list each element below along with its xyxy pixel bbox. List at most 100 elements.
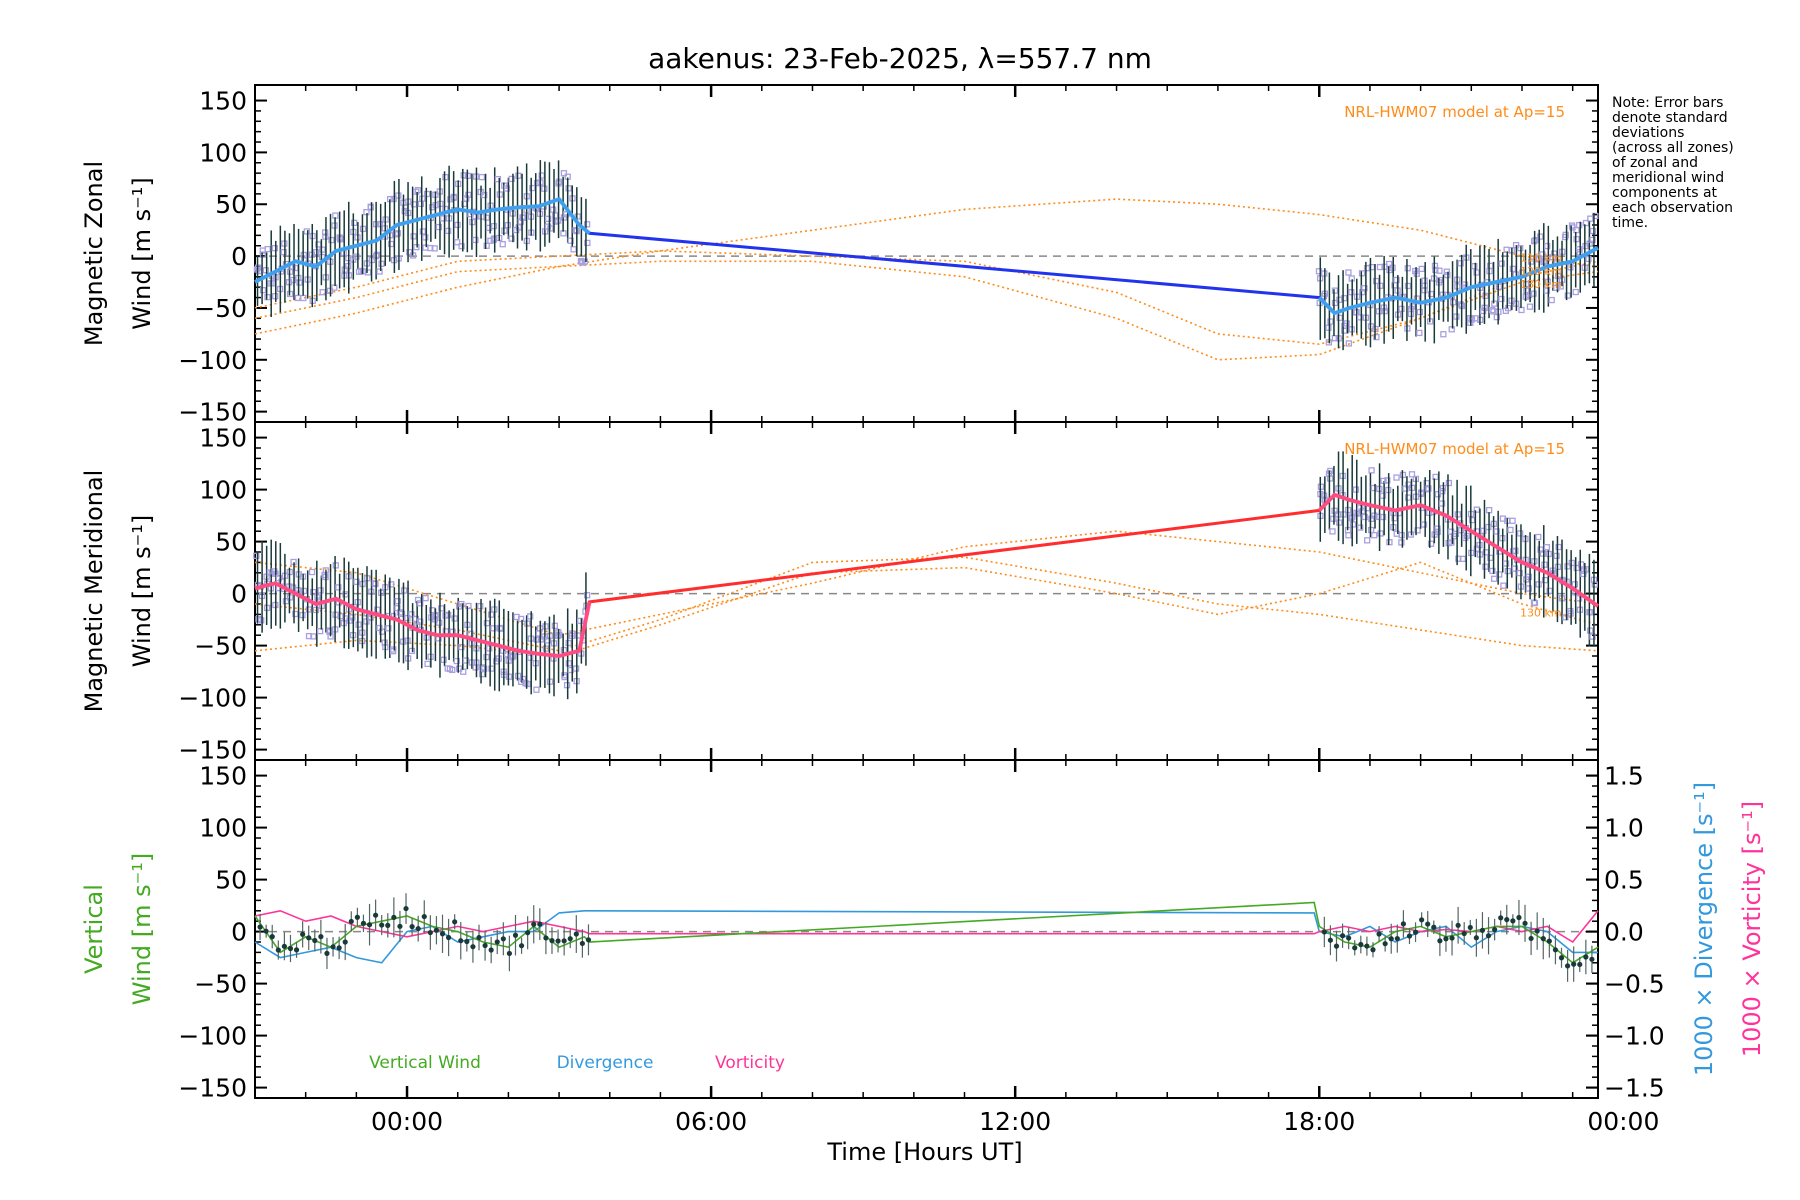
scatter-point-meridional (1517, 530, 1524, 537)
vertical-wind-point (300, 931, 306, 937)
y-tick-label-vertical: 100 (199, 814, 247, 843)
vertical-wind-point (1358, 941, 1364, 948)
scatter-point-zonal (1393, 276, 1400, 284)
scatter-point-meridional (1427, 540, 1435, 547)
vertical-wind-point (585, 937, 592, 943)
scatter-point-meridional (394, 598, 401, 605)
vertical-wind-point (409, 924, 415, 930)
vertical-wind-point (1352, 945, 1358, 951)
vertical-wind-point (421, 913, 427, 920)
vertical-wind-point (549, 938, 555, 944)
scatter-point-zonal (584, 239, 591, 247)
vertical-wind-point (342, 939, 348, 945)
scatter-point-zonal (303, 228, 310, 235)
vertical-wind-point (1577, 961, 1583, 968)
scatter-point-zonal (1443, 268, 1450, 275)
scatter-point-meridional (388, 581, 395, 588)
scatter-point-zonal (1404, 265, 1411, 272)
scatter-point-meridional (253, 552, 260, 559)
scatter-point-meridional (1329, 528, 1336, 535)
vertical-wind-point (287, 945, 294, 952)
vertical-wind-point (415, 926, 421, 932)
y-axis-label-line2-vertical: Wind [m s⁻¹] (128, 853, 156, 1005)
scatter-point-zonal (515, 172, 522, 179)
scatter-point-zonal (472, 236, 479, 244)
vertical-wind-point (1461, 930, 1467, 937)
scatter-point-zonal (478, 173, 486, 181)
wind-mean-line-seg1-meridional (254, 581, 592, 659)
scatter-point-zonal (544, 215, 552, 222)
note-line: of zonal and (1612, 155, 1698, 171)
scatter-point-meridional (1516, 569, 1523, 577)
vertical-wind-point (1510, 918, 1516, 924)
right-y-tick-label: 0.0 (1604, 918, 1644, 947)
vertical-wind-point (1333, 943, 1340, 949)
scatter-point-meridional (517, 678, 525, 686)
scatter-point-meridional (1562, 614, 1569, 621)
vertical-wind-point (1443, 936, 1449, 942)
y-axis-label-line1-meridional: Magnetic Meridional (80, 470, 108, 713)
scatter-point-meridional (335, 584, 342, 591)
model-curve-meridional-0 (254, 530, 1599, 637)
scatter-point-zonal (483, 214, 490, 221)
scatter-point-meridional (481, 665, 488, 672)
scatter-point-meridional (271, 568, 278, 575)
scatter-point-zonal (1539, 251, 1546, 258)
scatter-point-zonal (463, 195, 470, 202)
scatter-point-zonal (517, 218, 524, 225)
scatter-point-meridional (349, 614, 356, 621)
scatter-point-zonal (1331, 334, 1339, 342)
vertical-wind-point (1406, 933, 1413, 939)
wind-mean-line-seg1-zonal (254, 196, 591, 284)
y-tick-label-vertical: 50 (215, 866, 247, 895)
scatter-point-meridional (1445, 479, 1453, 487)
scatter-point-meridional (337, 613, 344, 620)
scatter-point-meridional (1575, 595, 1583, 602)
scatter-point-zonal (581, 258, 588, 265)
vertical-wind-point (525, 930, 531, 936)
scatter-point-meridional (1564, 563, 1571, 570)
scatter-point-meridional (1507, 526, 1514, 534)
vertical-wind-point (452, 919, 458, 925)
y-tick-label-zonal: −150 (178, 398, 247, 427)
scatter-point-meridional (317, 587, 324, 594)
scatter-point-meridional (458, 643, 465, 651)
vertical-wind-point (439, 931, 446, 937)
note-line: each observation (1612, 200, 1734, 216)
y-tick-label-vertical: 150 (199, 762, 247, 791)
scatter-point-meridional (451, 615, 458, 622)
model-curve-meridional-1 (254, 556, 1599, 652)
scatter-point-meridional (385, 625, 392, 632)
scatter-point-meridional (565, 660, 572, 667)
scatter-point-meridional (1393, 474, 1400, 481)
scatter-point-meridional (310, 588, 317, 596)
vertical-wind-point (391, 914, 397, 920)
scatter-point-meridional (533, 636, 541, 643)
scatter-point-meridional (422, 594, 429, 602)
y-axis-label-line2-meridional: Wind [m s⁻¹] (128, 515, 156, 667)
vertical-wind-point (348, 918, 354, 925)
scatter-point-zonal (503, 185, 511, 192)
scatter-point-meridional (444, 611, 452, 619)
scatter-point-zonal (1432, 266, 1439, 274)
vertical-wind-point (373, 912, 379, 918)
vertical-wind-point (506, 950, 513, 957)
vertical-wind-point (1589, 956, 1595, 962)
vertical-wind-point (403, 905, 409, 912)
scatter-point-meridional (424, 660, 431, 668)
vertical-wind-point (1382, 941, 1388, 947)
vertical-wind-point (366, 922, 373, 928)
scatter-point-zonal (264, 294, 271, 301)
scatter-point-zonal (296, 279, 303, 286)
vertical-wind-point (543, 935, 549, 941)
vertical-wind-point (482, 942, 488, 949)
scatter-point-meridional (316, 627, 324, 635)
scatter-point-meridional (1500, 582, 1507, 589)
vertical-wind-point (1419, 917, 1425, 923)
scatter-point-zonal (1526, 303, 1534, 310)
vertical-wind-point (257, 924, 263, 930)
vertical-wind-point (1370, 947, 1376, 953)
scatter-point-zonal (494, 175, 502, 183)
right-y-tick-label: 1.5 (1604, 762, 1644, 791)
scatter-point-zonal (1409, 303, 1416, 310)
